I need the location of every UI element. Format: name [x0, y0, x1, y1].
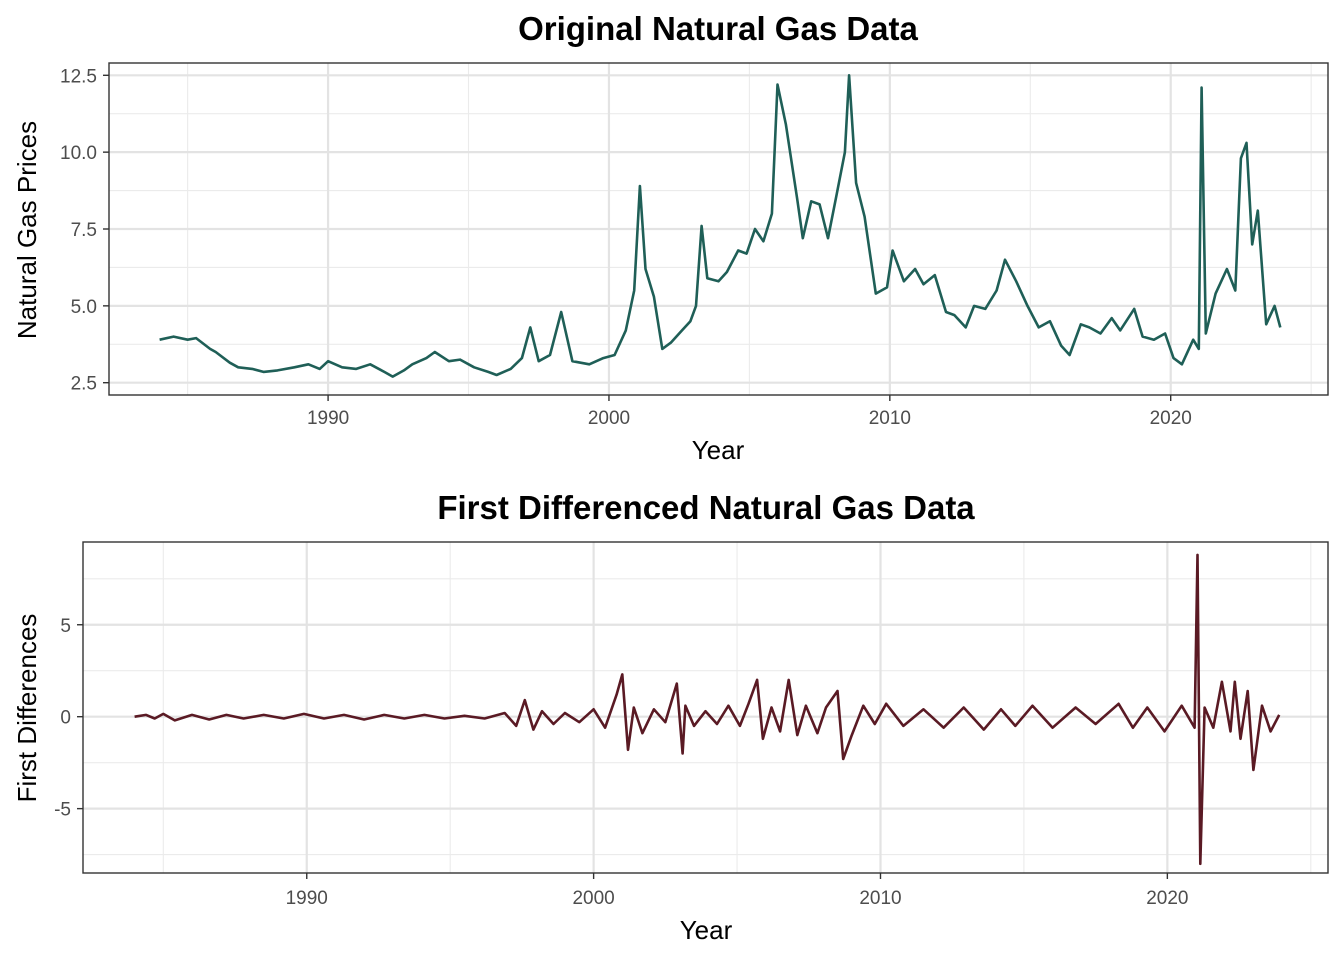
x-tick-label: 2000 — [588, 408, 630, 429]
y-tick-label: 5.0 — [71, 297, 97, 318]
y-tick-label: 12.5 — [60, 66, 97, 87]
x-tick-label: 1990 — [286, 888, 328, 909]
gridlines — [109, 63, 1328, 395]
plot-border — [82, 541, 1329, 874]
x-tick-label: 2010 — [869, 408, 911, 429]
y-axis: 2.5 5.0 7.5 10.0 12.5 — [60, 66, 109, 395]
x-axis: 1990 2000 2010 2020 — [286, 873, 1188, 909]
y-tick-label: 10.0 — [60, 143, 97, 164]
series-line — [159, 74, 1282, 378]
x-tick-label: 1990 — [307, 408, 349, 429]
series-line — [134, 553, 1281, 866]
chart-title: Original Natural Gas Data — [518, 10, 918, 47]
x-tick-label: 2020 — [1150, 408, 1192, 429]
original-chart-panel: Original Natural Gas Data 1990 2000 2010 20… — [12, 10, 1329, 465]
y-tick-label: 5 — [60, 616, 71, 637]
y-axis-title: Natural Gas Prices — [12, 121, 42, 339]
y-axis: -5 0 5 — [54, 616, 83, 821]
x-tick-label: 2010 — [859, 888, 901, 909]
y-tick-label: 7.5 — [71, 220, 97, 241]
plot-area — [83, 542, 1328, 873]
x-tick-label: 2020 — [1146, 888, 1188, 909]
differenced-chart-panel: First Differenced Natural Gas Data 1990 2… — [12, 489, 1329, 945]
chart-title: First Differenced Natural Gas Data — [437, 489, 975, 526]
plot-border — [108, 62, 1329, 396]
y-axis-title: First Differences — [12, 614, 42, 803]
y-tick-label: -5 — [54, 800, 71, 821]
x-tick-label: 2000 — [572, 888, 614, 909]
y-tick-label: 0 — [60, 708, 71, 729]
x-axis-title: Year — [692, 435, 745, 465]
y-tick-label: 2.5 — [71, 374, 97, 395]
x-axis-title: Year — [680, 915, 733, 945]
x-axis: 1990 2000 2010 2020 — [307, 395, 1192, 429]
